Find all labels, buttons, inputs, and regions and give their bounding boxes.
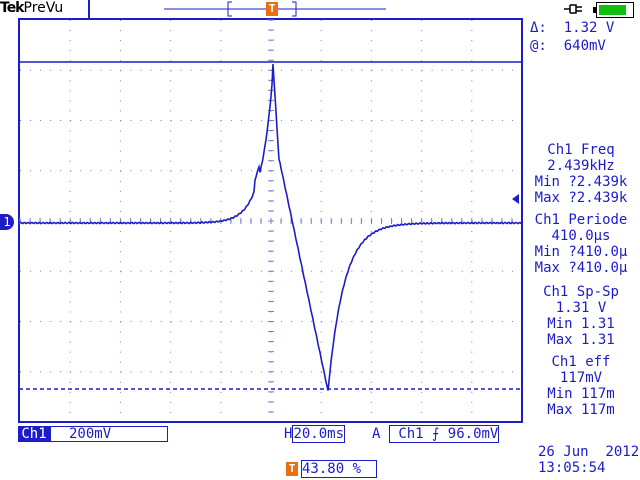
- header-divider: [88, 0, 90, 18]
- measurement-title: Ch1 Freq: [547, 142, 615, 158]
- graticule: [18, 18, 523, 423]
- trigger-setting[interactable]: A Ch1 ⨍ 96.0mV: [372, 425, 500, 443]
- battery-icon: [593, 2, 634, 18]
- measurement-max: Max ?410.0µ: [534, 260, 628, 276]
- measurement-value: 1.31 V: [555, 300, 607, 316]
- ch1-waveform: [19, 63, 523, 391]
- trigger-position-icon: T: [286, 462, 298, 476]
- cursor-at: @: 640mV: [530, 38, 606, 54]
- measurement-title: Ch1 Periode: [534, 212, 628, 228]
- power-plug-icon: [564, 4, 582, 14]
- channel-label[interactable]: Ch1: [18, 426, 50, 442]
- measurement-min: Min 1.31: [547, 316, 615, 332]
- measurement-max: Max 1.31: [547, 332, 615, 348]
- measurement-min: Min 117m: [547, 386, 615, 402]
- time: 13:05:54: [538, 460, 606, 476]
- measurement-max: Max 117m: [547, 402, 615, 418]
- measurement-min: Min ?410.0µ: [534, 244, 628, 260]
- trigger-level-icon: [512, 194, 519, 204]
- date: 26 Jun 2012: [538, 444, 640, 460]
- measurement-value: 410.0µs: [551, 228, 611, 244]
- record-trigger-marker: T: [266, 2, 278, 16]
- horizontal-scale[interactable]: H20.0ms: [284, 425, 346, 443]
- measurement-ch1-eff[interactable]: Ch1 eff 117mV Min 117m Max 117m: [522, 354, 640, 418]
- measurement-ch1-spsp[interactable]: Ch1 Sp-Sp 1.31 V Min 1.31 Max 1.31: [522, 284, 640, 348]
- measurement-value: 2.439kHz: [547, 158, 615, 174]
- measurement-title: Ch1 eff: [551, 354, 611, 370]
- cursor-delta: Δ: 1.32 V: [530, 20, 615, 36]
- measurement-title: Ch1 Sp-Sp: [543, 284, 619, 300]
- trigger-position-value[interactable]: 43.80 %: [301, 460, 377, 478]
- ch1-ground-marker[interactable]: 1: [0, 214, 14, 230]
- acquisition-mode: PreVu: [23, 0, 64, 16]
- brand-logo: TekPreVu: [0, 0, 64, 16]
- measurement-ch1-periode[interactable]: Ch1 Periode 410.0µs Min ?410.0µ Max ?410…: [522, 212, 640, 276]
- trigger-slope-icon: ⨍: [432, 426, 440, 442]
- measurement-value: 117mV: [559, 370, 603, 386]
- measurement-ch1-freq[interactable]: Ch1 Freq 2.439kHz Min ?2.439k Max ?2.439…: [522, 142, 640, 206]
- measurement-min: Min ?2.439k: [534, 174, 628, 190]
- measurement-max: Max ?2.439k: [534, 190, 628, 206]
- vertical-scale[interactable]: 200mV: [50, 426, 168, 442]
